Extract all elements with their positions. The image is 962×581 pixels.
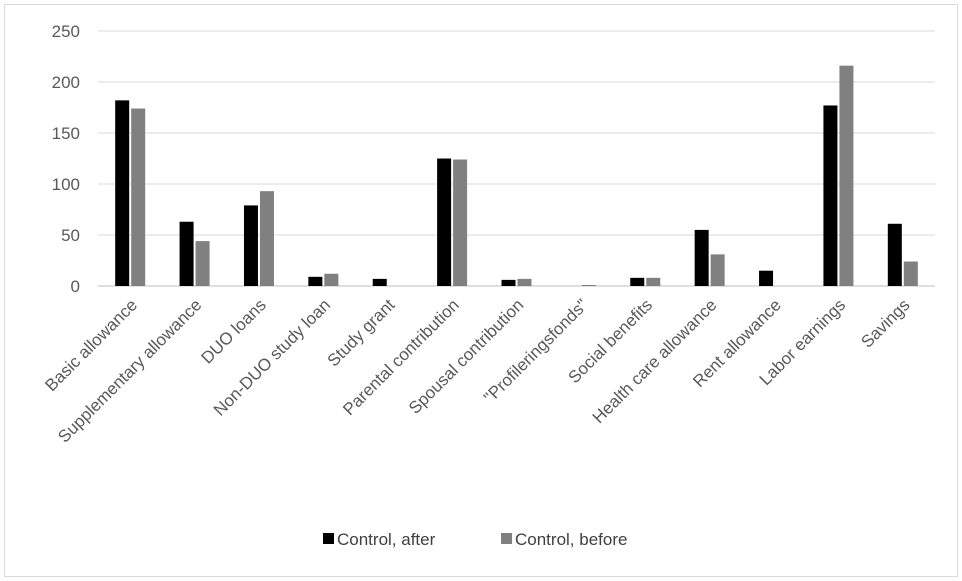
bar-after xyxy=(179,221,194,286)
chart-frame xyxy=(4,4,958,577)
legend-label: Control, before xyxy=(515,530,627,549)
y-tick-label: 50 xyxy=(61,226,80,245)
legend: Control, after Control, before xyxy=(323,530,627,549)
bar-before xyxy=(646,277,661,286)
legend-swatch xyxy=(501,533,512,544)
x-category-label: Savings xyxy=(857,295,913,351)
legend-label: Control, after xyxy=(337,530,436,549)
y-tick-label: 0 xyxy=(71,277,80,296)
bar-after xyxy=(630,277,645,286)
bar-before xyxy=(903,261,918,286)
bar-after xyxy=(823,105,838,287)
bar-before xyxy=(839,65,854,287)
grid-lines xyxy=(98,30,935,287)
bar-after xyxy=(501,279,516,286)
bar-before xyxy=(453,159,468,286)
bar-after xyxy=(308,276,323,286)
bar-before xyxy=(581,284,596,286)
bar-after xyxy=(887,223,902,286)
y-tick-label: 150 xyxy=(52,124,80,143)
x-category-label: Health care allowance xyxy=(589,295,721,427)
bar-after xyxy=(437,158,452,286)
y-tick-label: 200 xyxy=(52,73,80,92)
bar-after xyxy=(694,229,709,286)
bar-after xyxy=(759,270,774,286)
bar-before xyxy=(710,254,725,286)
bar-before xyxy=(324,273,339,286)
bar-before xyxy=(131,108,146,287)
y-tick-label: 100 xyxy=(52,175,80,194)
x-category-label: Non-DUO study loan xyxy=(210,295,334,419)
bar-before xyxy=(517,278,532,286)
bars xyxy=(115,65,918,287)
x-category-label: Spousal contribution xyxy=(405,295,527,417)
x-category-label: Parental contribution xyxy=(339,295,463,419)
legend-swatch xyxy=(323,533,334,544)
bar-after xyxy=(115,100,130,286)
bar-before xyxy=(195,241,210,286)
bar-after xyxy=(243,205,258,286)
bar-after xyxy=(372,278,387,286)
bar-before xyxy=(259,191,274,286)
y-axis-ticks: 0 50 100 150 200 250 xyxy=(52,22,80,296)
y-tick-label: 250 xyxy=(52,22,80,41)
